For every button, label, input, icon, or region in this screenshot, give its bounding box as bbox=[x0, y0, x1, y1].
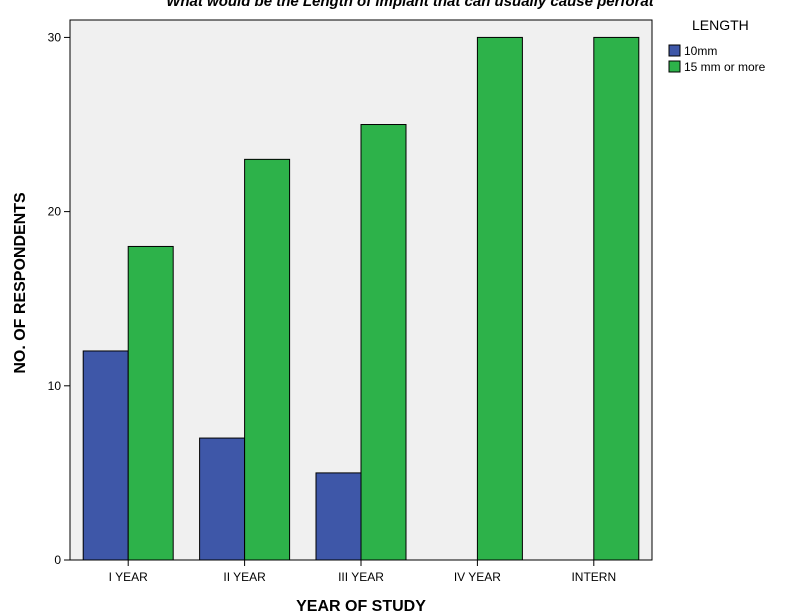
legend-title: LENGTH bbox=[692, 17, 749, 33]
bar-series1 bbox=[199, 437, 246, 561]
chart-title: What would be the Length of implant that… bbox=[166, 0, 655, 10]
y-tick-label: 30 bbox=[48, 30, 62, 44]
x-axis-title: YEAR OF STUDY bbox=[296, 598, 426, 615]
x-tick-label: II YEAR bbox=[223, 570, 266, 584]
y-tick-label: 0 bbox=[54, 553, 61, 567]
y-tick-label: 10 bbox=[48, 379, 62, 393]
bar-series2 bbox=[476, 36, 523, 561]
x-tick-label: INTERN bbox=[571, 570, 616, 584]
bar-series2 bbox=[593, 36, 640, 561]
bar-series2 bbox=[127, 245, 174, 561]
bars bbox=[82, 36, 640, 561]
bar-series2 bbox=[360, 124, 407, 561]
legend-swatch bbox=[668, 60, 681, 73]
bar-series2 bbox=[244, 158, 291, 561]
y-axis-title: NO. OF RESPONDENTS bbox=[12, 192, 29, 374]
x-axis: I YEAR II YEAR III YEAR IV YEAR INTERN bbox=[109, 560, 616, 584]
legend-swatch bbox=[668, 44, 681, 57]
y-axis: 0 10 20 30 bbox=[48, 30, 70, 567]
bar-series1 bbox=[82, 350, 129, 561]
x-tick-label: I YEAR bbox=[109, 570, 148, 584]
y-tick-label: 20 bbox=[48, 205, 62, 219]
legend-label: 10mm bbox=[684, 44, 717, 58]
legend-label: 15 mm or more bbox=[684, 60, 766, 74]
x-tick-label: IV YEAR bbox=[454, 570, 501, 584]
legend: LENGTH 10mm 15 mm or more bbox=[668, 17, 766, 74]
bar-series1 bbox=[315, 472, 362, 561]
x-tick-label: III YEAR bbox=[338, 570, 384, 584]
